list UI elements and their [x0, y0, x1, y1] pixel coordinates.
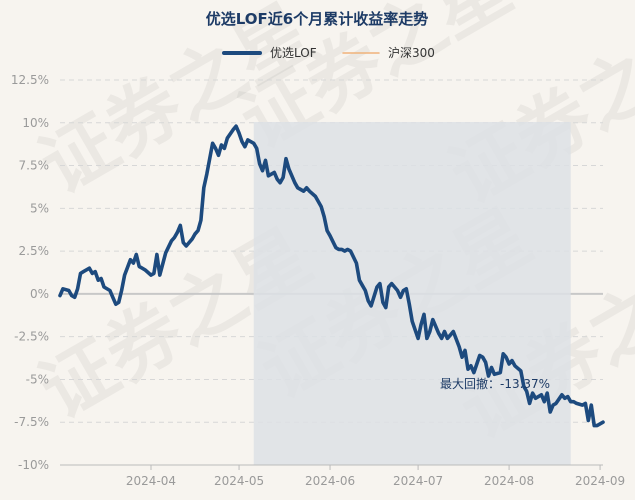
y-tick-label: -7.5%	[14, 415, 49, 429]
y-tick-label: 2.5%	[19, 244, 50, 258]
y-tick-label: 12.5%	[11, 73, 49, 87]
chart-title: 优选LOF近6个月累计收益率走势	[206, 10, 428, 28]
x-tick-label: 2024-04	[126, 474, 176, 488]
y-tick-label: -10%	[18, 458, 49, 472]
series-line-lof	[58, 124, 605, 428]
y-tick-label: 7.5%	[19, 159, 50, 173]
legend: 优选LOF 沪深300	[222, 46, 435, 60]
max-drawdown-label: 最大回撤：-13.37%	[440, 376, 550, 391]
y-tick-label: -5%	[26, 372, 49, 386]
x-tick-label: 2024-07	[393, 474, 443, 488]
legend-label-hs300: 沪深300	[388, 46, 435, 60]
y-tick-label: -2.5%	[14, 330, 49, 344]
x-tick-label: 2024-05	[214, 474, 264, 488]
y-tick-label: 10%	[22, 116, 49, 130]
max-drawdown-region	[253, 122, 571, 465]
x-tick-label: 2024-08	[484, 474, 534, 488]
x-tick-label: 2024-06	[305, 474, 355, 488]
x-tick-label: 2024-09	[575, 474, 625, 488]
series-layer	[58, 124, 605, 428]
legend-label-lof: 优选LOF	[270, 46, 317, 60]
y-axis-ticks: 12.5% 10% 7.5% 5% 2.5% 0% -2.5% -5% -7.5% -10%	[11, 73, 49, 472]
drawdown-shade-layer	[253, 122, 571, 465]
x-axis: 2024-04 2024-05 2024-06 2024-07 2024-08 2024-…	[60, 464, 625, 488]
y-tick-label: 0%	[30, 287, 49, 301]
y-tick-label: 5%	[30, 201, 49, 215]
